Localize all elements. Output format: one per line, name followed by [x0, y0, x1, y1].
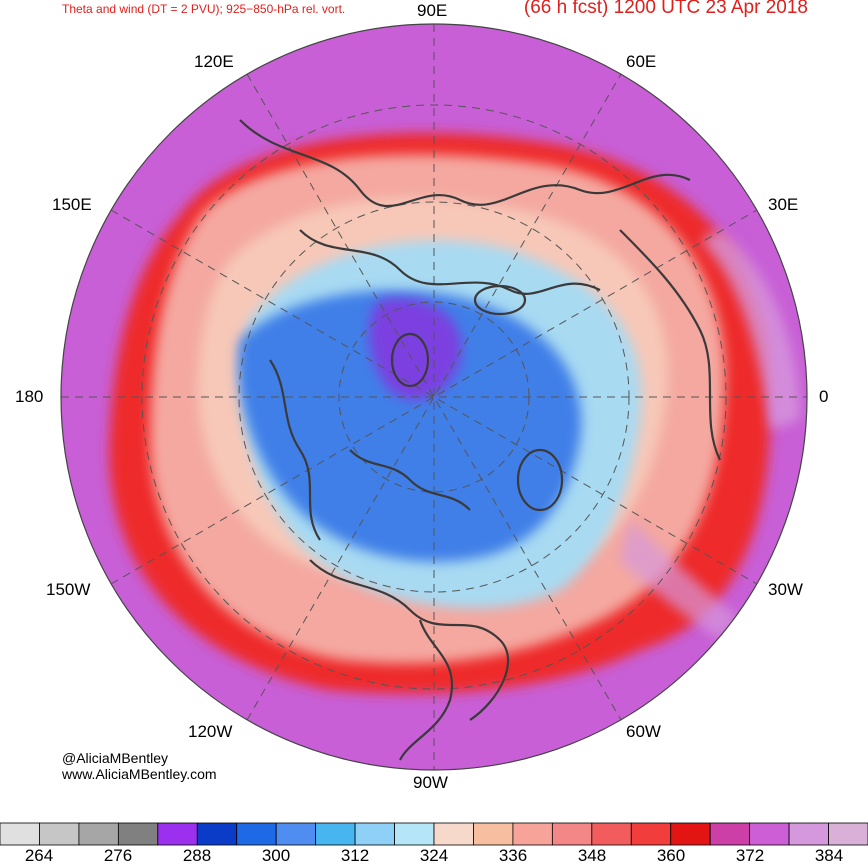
colorbar-tick-label: 384: [814, 846, 844, 865]
colorbar-swatch: [788, 822, 829, 846]
colorbar-swatch: [275, 822, 317, 846]
lon-label-90w: 90W: [413, 773, 448, 792]
lon-label-150w: 150W: [46, 580, 91, 599]
lon-label-60w: 60W: [626, 722, 661, 741]
colorbar-swatch: [433, 822, 474, 846]
colorbar-tick-label: 276: [103, 846, 133, 865]
colorbar-swatch: [39, 822, 80, 846]
map-border: [60, 23, 808, 771]
forecast-time-title: (66 h fcst) 1200 UTC 23 Apr 2018: [523, 0, 808, 18]
credit-website[interactable]: www.AliciaMBentley.com: [62, 766, 217, 782]
colorbar-swatch: [828, 822, 868, 846]
coastline-and-vorticity-contours: [239, 119, 721, 761]
colorbar-swatch: [315, 822, 356, 846]
colorbar-swatch: [196, 822, 238, 846]
colorbar-swatch: [749, 822, 790, 846]
plot-title: Theta and wind (DT = 2 PVU); 925−850-hPa…: [62, 2, 346, 16]
colorbar-swatch: [354, 822, 395, 846]
lon-label-90e: 90E: [417, 1, 448, 20]
colorbar-swatch: [551, 822, 593, 846]
colorbar-tick-label: 264: [24, 846, 54, 865]
colorbar-swatch: [630, 822, 672, 846]
colorbar-tick-label: 348: [577, 846, 607, 865]
colorbar-swatch: [117, 822, 159, 846]
colorbar-swatch: [0, 822, 40, 846]
colorbar-swatch: [512, 822, 553, 846]
lon-label-0: 0: [819, 387, 829, 406]
lon-label-150e: 150E: [52, 195, 92, 214]
lon-label-60e: 60E: [626, 52, 657, 71]
colorbar-tick-label: 312: [340, 846, 370, 865]
colorbar-swatch: [394, 822, 435, 846]
colorbar-swatch: [157, 822, 198, 846]
lon-label-30e: 30E: [768, 195, 799, 214]
colorbar-swatch: [670, 822, 711, 846]
colorbar-tick-label: 360: [656, 846, 686, 865]
polar-stereographic-map: [60, 23, 808, 771]
theta-field: [61, 24, 807, 770]
colorbar-swatch: [709, 822, 751, 846]
colorbar-tick-label: 288: [182, 846, 212, 865]
colorbar-tick-label: 372: [735, 846, 765, 865]
colorbar-tick-label: 324: [419, 846, 449, 865]
colorbar-swatch: [473, 822, 514, 846]
lon-label-120w: 120W: [188, 722, 233, 741]
colorbar-tick-label: 300: [261, 846, 291, 865]
colorbar-swatch: [78, 822, 119, 846]
credit-handle: @AliciaMBentley: [62, 750, 169, 766]
lon-label-180: 180: [15, 387, 44, 406]
lon-label-120e: 120E: [194, 52, 234, 71]
colorbar-tick-label: 336: [498, 846, 528, 865]
colorbar-swatch: [591, 822, 632, 846]
colorbar-swatch: [236, 822, 277, 846]
colorbar: [0, 822, 868, 846]
lon-label-30w: 30W: [768, 580, 803, 599]
